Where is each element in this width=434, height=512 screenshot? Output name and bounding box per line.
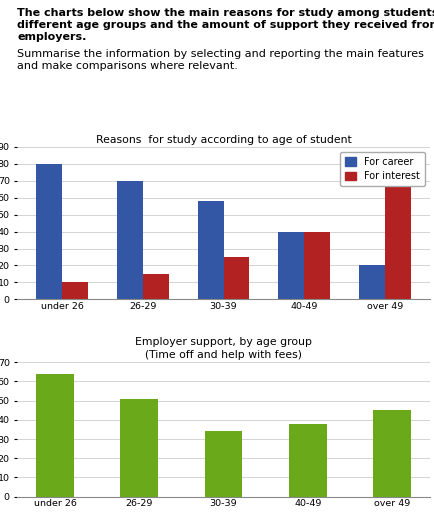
Bar	[143, 274, 168, 300]
Bar	[36, 374, 74, 497]
Bar	[279, 231, 304, 300]
Bar	[117, 181, 143, 300]
Bar	[36, 164, 62, 300]
Bar	[373, 410, 411, 497]
Bar	[197, 201, 224, 300]
Bar	[120, 399, 158, 497]
Text: Summarise the information by selecting and reporting the main features: Summarise the information by selecting a…	[17, 49, 424, 59]
Text: different age groups and the amount of support they received from: different age groups and the amount of s…	[17, 20, 434, 30]
Title: Employer support, by age group
(Time off and help with fees): Employer support, by age group (Time off…	[135, 337, 312, 360]
Legend: For career, For interest: For career, For interest	[340, 152, 425, 186]
Bar	[359, 266, 385, 300]
Bar	[289, 424, 327, 497]
Bar	[385, 181, 411, 300]
Bar	[62, 283, 88, 300]
Bar	[304, 231, 330, 300]
Title: Reasons  for study according to age of student: Reasons for study according to age of st…	[95, 135, 352, 145]
Text: and make comparisons where relevant.: and make comparisons where relevant.	[17, 61, 238, 71]
Text: employers.: employers.	[17, 32, 87, 42]
Bar	[204, 432, 243, 497]
Bar	[224, 257, 250, 300]
Text: The charts below show the main reasons for study among students of: The charts below show the main reasons f…	[17, 8, 434, 18]
